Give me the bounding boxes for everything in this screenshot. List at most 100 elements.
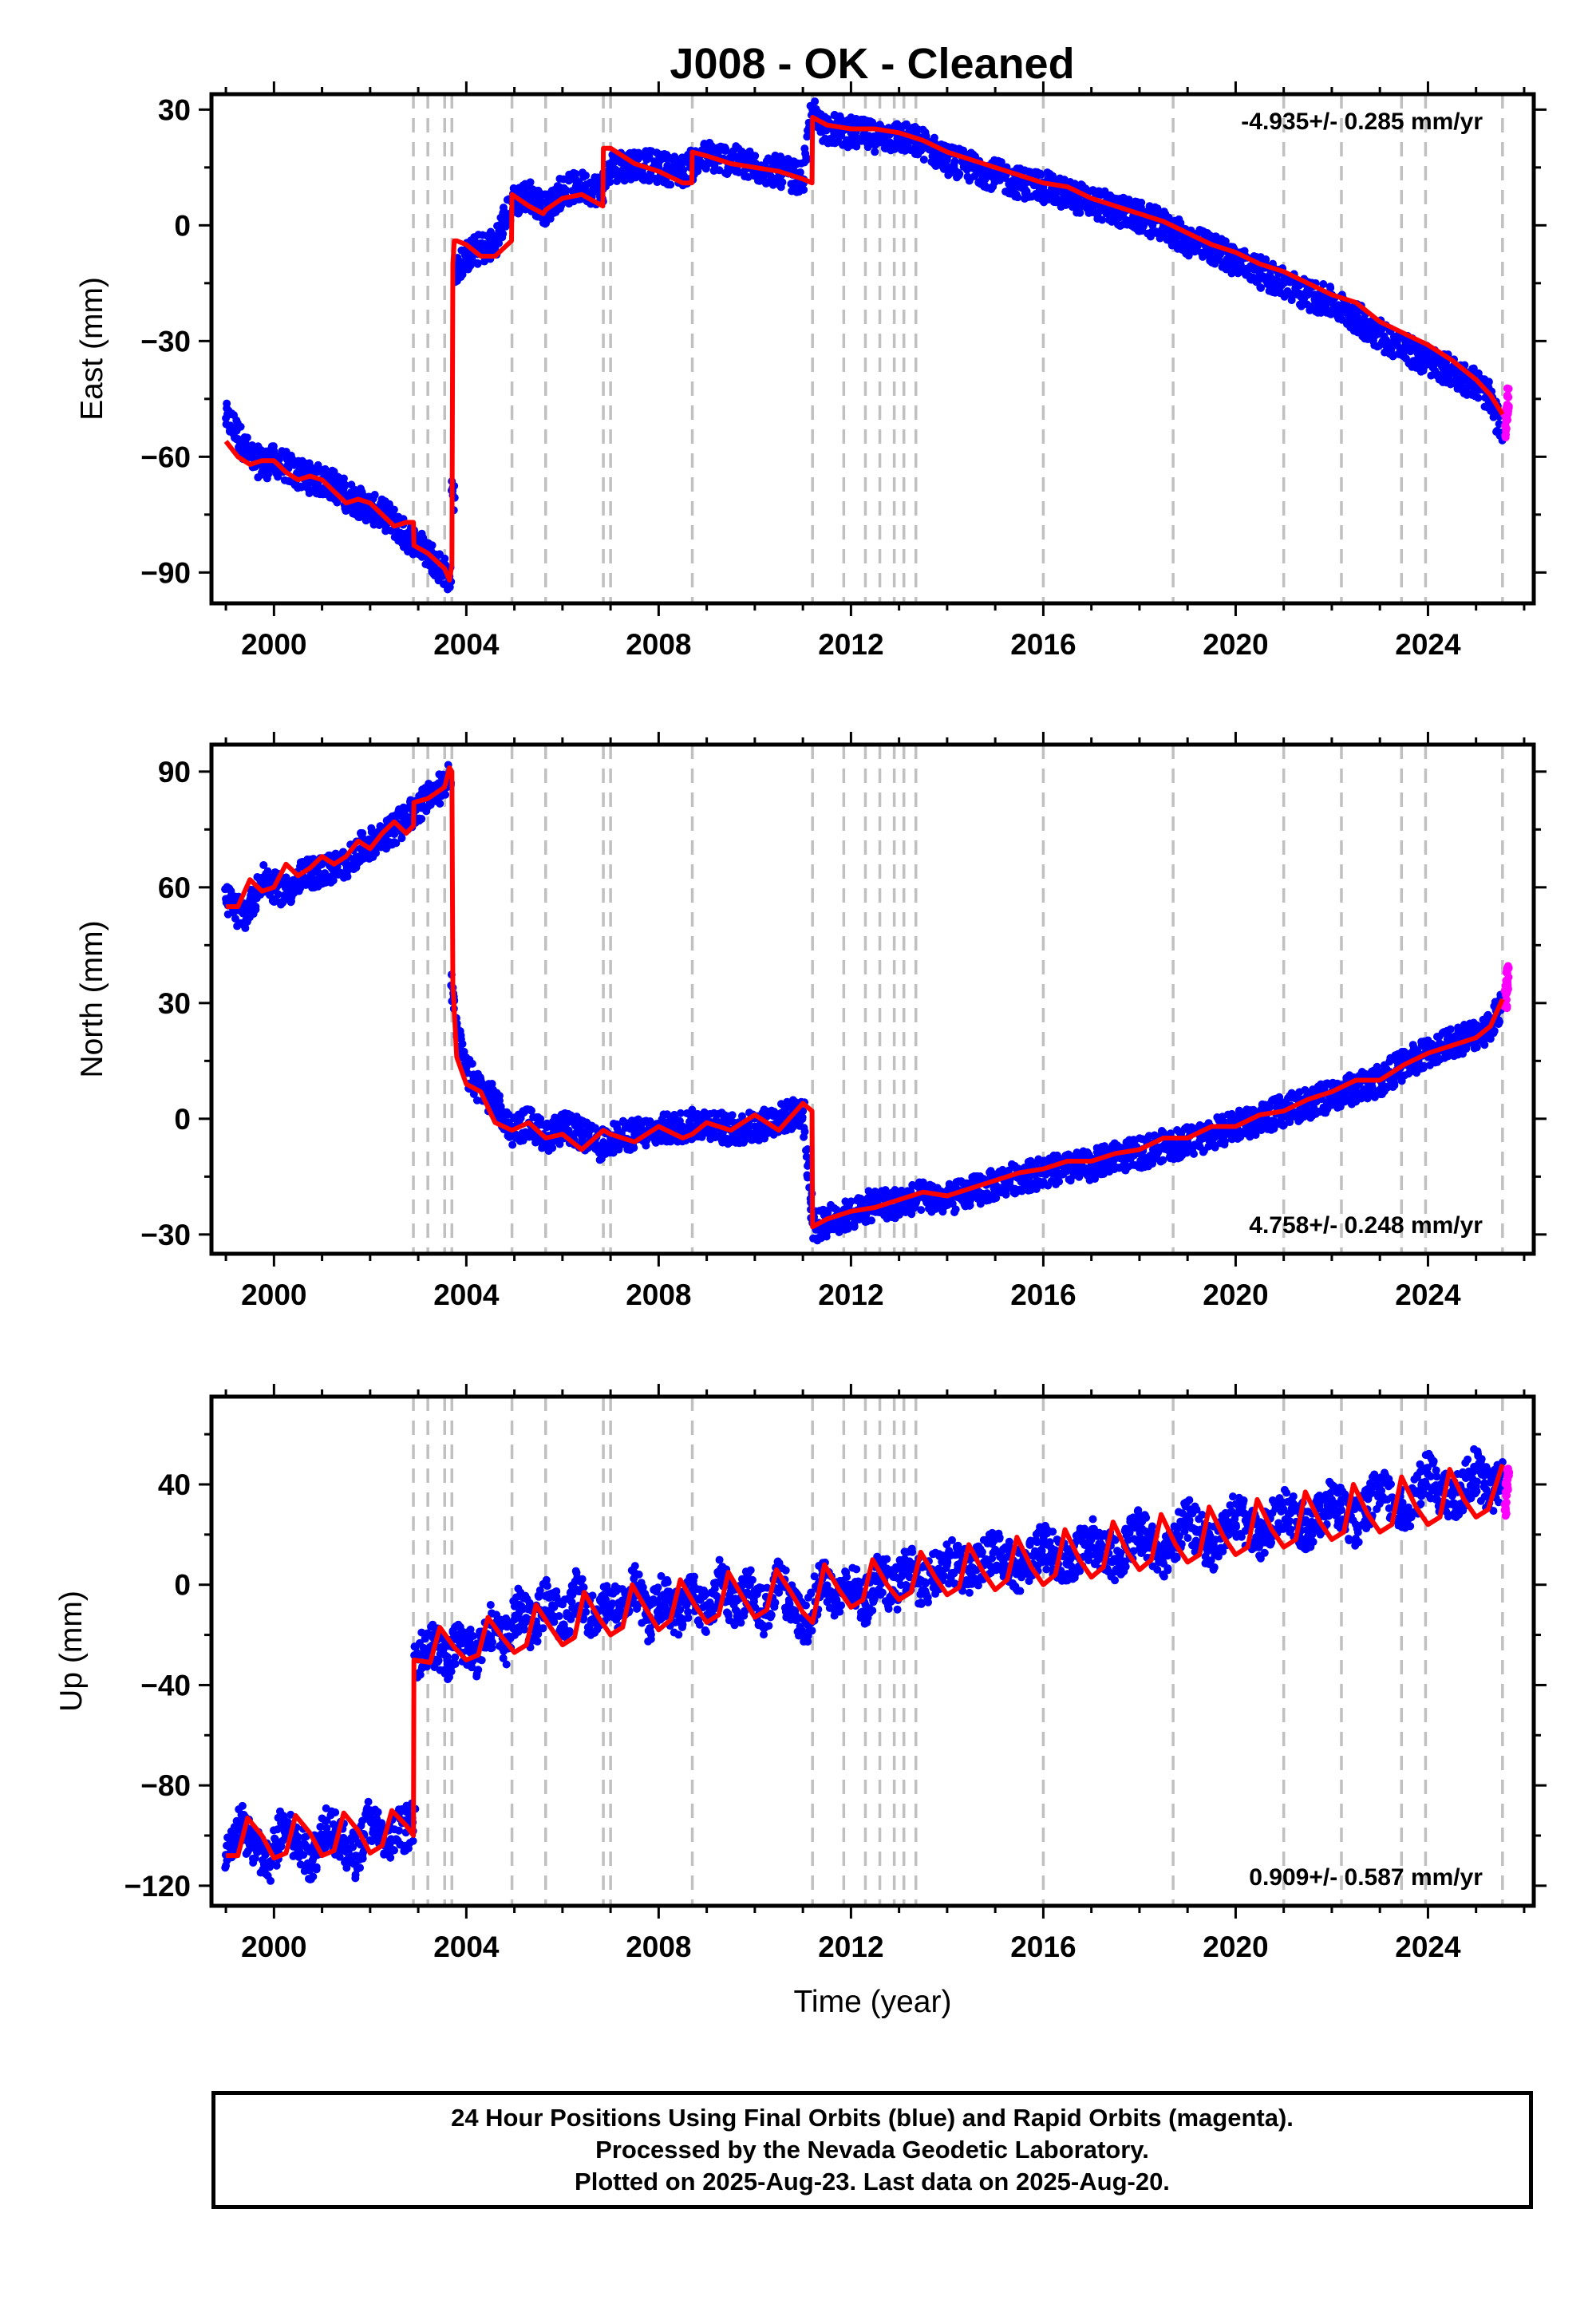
final-orbit-point bbox=[804, 1173, 812, 1182]
final-orbit-point bbox=[606, 178, 614, 187]
final-orbit-point bbox=[1063, 190, 1072, 199]
final-orbit-point bbox=[571, 170, 580, 179]
final-orbit-point bbox=[1266, 1103, 1274, 1112]
final-orbit-point bbox=[868, 118, 877, 127]
final-orbit-point bbox=[1255, 267, 1264, 276]
final-orbit-point bbox=[1015, 179, 1024, 188]
final-orbit-point bbox=[1484, 378, 1493, 387]
final-orbit-point bbox=[1390, 1081, 1399, 1089]
final-orbit-point bbox=[436, 799, 444, 808]
final-orbit-point bbox=[274, 472, 282, 481]
final-orbit-point bbox=[721, 143, 729, 152]
final-orbit-point bbox=[998, 1165, 1007, 1174]
x-tick-label: 2016 bbox=[1010, 628, 1076, 661]
final-orbit-point bbox=[862, 1211, 871, 1219]
final-orbit-point bbox=[1013, 193, 1022, 202]
final-orbit-point bbox=[1420, 1061, 1428, 1070]
final-orbit-point bbox=[778, 178, 787, 187]
final-orbit-point bbox=[919, 155, 928, 164]
rapid-orbit-point bbox=[1503, 416, 1512, 425]
final-orbit-point bbox=[1400, 345, 1408, 353]
final-orbit-point bbox=[582, 171, 591, 180]
final-orbit-point bbox=[400, 530, 409, 538]
final-orbit-point bbox=[365, 835, 373, 844]
final-orbit-point bbox=[1098, 215, 1107, 224]
rapid-orbit-point bbox=[1503, 384, 1511, 393]
final-orbit-point bbox=[1221, 237, 1230, 246]
final-orbit-point bbox=[469, 1090, 478, 1099]
final-orbit-point bbox=[1474, 393, 1483, 402]
final-orbit-point bbox=[372, 848, 381, 857]
final-orbit-point bbox=[630, 1144, 638, 1152]
final-orbit-point bbox=[343, 872, 352, 881]
final-orbit-point bbox=[333, 498, 342, 507]
final-orbit-point bbox=[1363, 1094, 1372, 1103]
final-orbit-point bbox=[917, 1206, 926, 1215]
final-orbit-point bbox=[527, 1106, 535, 1115]
final-orbit-point bbox=[392, 839, 401, 848]
x-tick-label: 2004 bbox=[433, 628, 500, 661]
final-orbit-point bbox=[1415, 342, 1424, 351]
final-orbit-point bbox=[804, 1144, 812, 1153]
final-orbit-point bbox=[476, 244, 485, 253]
final-orbit-point bbox=[1408, 1041, 1417, 1049]
x-tick-label: 2020 bbox=[1203, 628, 1268, 661]
final-orbit-point bbox=[1037, 170, 1045, 179]
final-orbit-point bbox=[417, 815, 426, 824]
final-orbit-point bbox=[800, 144, 809, 153]
data-points bbox=[222, 97, 1513, 594]
final-orbit-point bbox=[808, 105, 817, 114]
final-orbit-point bbox=[251, 903, 260, 911]
final-orbit-point bbox=[800, 185, 808, 194]
final-orbit-point bbox=[802, 1152, 811, 1161]
final-orbit-point bbox=[1319, 280, 1328, 289]
final-orbit-point bbox=[458, 1040, 467, 1049]
rapid-orbit-point bbox=[1504, 402, 1513, 411]
final-orbit-point bbox=[282, 873, 290, 882]
final-orbit-point bbox=[468, 1059, 476, 1068]
y-tick-label: 30 bbox=[158, 93, 191, 126]
final-orbit-point bbox=[428, 541, 437, 550]
final-orbit-point bbox=[728, 1111, 737, 1120]
model-line bbox=[223, 115, 1505, 583]
final-orbit-point bbox=[1287, 296, 1296, 305]
final-orbit-point bbox=[715, 166, 724, 175]
final-orbit-point bbox=[737, 1112, 746, 1120]
final-orbit-point bbox=[678, 167, 687, 176]
final-orbit-point bbox=[1184, 251, 1193, 260]
final-orbit-point bbox=[274, 890, 282, 899]
final-orbit-point bbox=[930, 133, 938, 142]
final-orbit-point bbox=[967, 163, 976, 172]
final-orbit-point bbox=[370, 491, 379, 500]
final-orbit-point bbox=[1424, 356, 1432, 365]
final-orbit-point bbox=[472, 1096, 481, 1105]
final-orbit-point bbox=[548, 1144, 557, 1152]
final-orbit-point bbox=[241, 923, 250, 932]
final-orbit-point bbox=[1257, 283, 1266, 292]
y-axis-title: East (mm) bbox=[75, 277, 109, 421]
final-orbit-point bbox=[1327, 298, 1336, 306]
final-orbit-point bbox=[1153, 204, 1162, 213]
final-orbit-point bbox=[1352, 314, 1361, 322]
panel-east: 2000 2004 2008 2012 2016 2020 2024−90−60−30030… bbox=[75, 81, 1547, 661]
final-orbit-point bbox=[1076, 208, 1084, 217]
final-orbit-point bbox=[688, 1105, 697, 1114]
final-orbit-point bbox=[1234, 269, 1242, 278]
final-orbit-point bbox=[462, 252, 471, 260]
final-orbit-point bbox=[473, 259, 482, 268]
final-orbit-point bbox=[445, 583, 454, 591]
rapid-orbit-point bbox=[1502, 430, 1511, 439]
final-orbit-point bbox=[558, 186, 567, 195]
final-orbit-point bbox=[1001, 1190, 1010, 1199]
chart-title: J008 - OK - Cleaned bbox=[670, 40, 1074, 88]
final-orbit-point bbox=[800, 1124, 808, 1132]
final-orbit-point bbox=[577, 183, 586, 191]
final-orbit-point bbox=[997, 158, 1005, 167]
final-orbit-point bbox=[551, 1113, 559, 1122]
final-orbit-point bbox=[231, 914, 239, 923]
final-orbit-point bbox=[798, 1113, 807, 1122]
x-tick-label: 2024 bbox=[1395, 628, 1461, 661]
final-orbit-point bbox=[1376, 329, 1385, 338]
final-orbit-point bbox=[241, 445, 250, 453]
panels: 2000 2004 2008 2012 2016 2020 2024−90−60−30030… bbox=[54, 81, 1547, 2019]
